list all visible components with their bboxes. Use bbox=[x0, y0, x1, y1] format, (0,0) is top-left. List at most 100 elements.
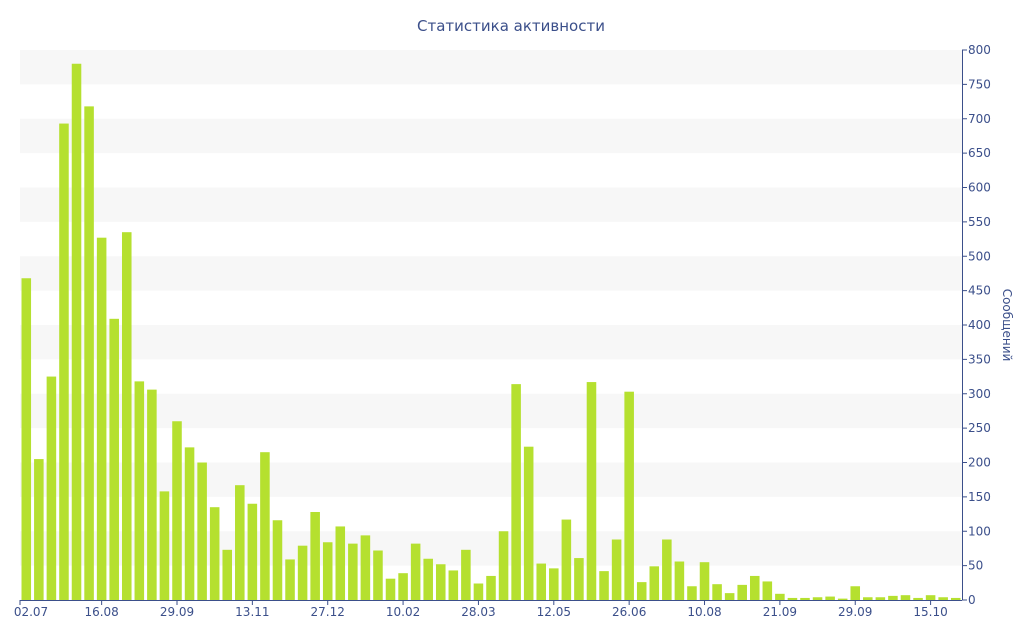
x-axis-ticks: 02.07 16.08 29.09 13.11 27.12 10.02 28.03 12.05… bbox=[14, 600, 948, 619]
bar bbox=[247, 503, 258, 600]
bar bbox=[687, 586, 697, 600]
bar bbox=[649, 566, 660, 600]
x-tick-label: 02.07 bbox=[14, 605, 48, 619]
bar bbox=[435, 564, 446, 600]
bar bbox=[410, 543, 421, 600]
x-tick-label: 16.08 bbox=[84, 605, 118, 619]
bar bbox=[812, 597, 823, 600]
bar bbox=[297, 545, 308, 600]
bar bbox=[59, 123, 69, 600]
bar bbox=[197, 462, 207, 600]
y-tick-label: 0 bbox=[968, 593, 976, 607]
grid-bands bbox=[20, 50, 962, 566]
bar bbox=[787, 597, 798, 600]
bar bbox=[121, 232, 132, 600]
y-tick-label: 250 bbox=[968, 421, 991, 435]
bar bbox=[863, 597, 873, 600]
bar bbox=[549, 568, 559, 600]
bar bbox=[624, 391, 634, 600]
bars bbox=[21, 63, 961, 600]
bar bbox=[398, 573, 408, 600]
y-tick-label: 150 bbox=[968, 490, 991, 504]
bar bbox=[775, 593, 785, 600]
bar bbox=[938, 597, 948, 600]
bar bbox=[21, 278, 32, 600]
bar bbox=[385, 578, 396, 600]
bar bbox=[574, 558, 584, 600]
y-tick-label: 550 bbox=[968, 215, 991, 229]
bar bbox=[272, 520, 283, 600]
y-tick-label: 750 bbox=[968, 77, 991, 91]
x-tick-label: 29.09 bbox=[160, 605, 194, 619]
bar bbox=[586, 382, 597, 600]
y-tick-label: 650 bbox=[968, 146, 991, 160]
y-axis-ticks: 0 50 100 150 200 250 300 350 400 450 500 550 600 650 7… bbox=[962, 43, 991, 607]
bar bbox=[134, 381, 145, 600]
x-tick-label: 10.02 bbox=[386, 605, 420, 619]
bar bbox=[285, 559, 295, 600]
x-tick-label: 13.11 bbox=[235, 605, 269, 619]
x-tick-label: 15.10 bbox=[913, 605, 947, 619]
x-tick-label: 28.03 bbox=[461, 605, 495, 619]
bar bbox=[322, 542, 333, 600]
grid-band bbox=[20, 187, 962, 222]
bar bbox=[599, 571, 609, 600]
grid-band bbox=[20, 256, 962, 291]
y-tick-label: 300 bbox=[968, 387, 991, 401]
bar bbox=[373, 550, 383, 600]
grid-band bbox=[20, 118, 962, 154]
grid-band bbox=[20, 325, 962, 360]
y-tick-label: 800 bbox=[968, 43, 991, 57]
bar bbox=[888, 595, 898, 600]
bar bbox=[310, 512, 320, 600]
bar bbox=[46, 376, 57, 600]
x-tick-label: 10.08 bbox=[687, 605, 721, 619]
bar bbox=[523, 446, 534, 600]
bar bbox=[536, 563, 547, 600]
bar bbox=[875, 597, 886, 600]
bar bbox=[96, 237, 107, 600]
bar bbox=[222, 549, 233, 600]
bar bbox=[674, 561, 685, 600]
bar bbox=[71, 63, 82, 600]
bar bbox=[184, 447, 195, 600]
y-axis-label: Сообщений bbox=[1000, 289, 1014, 362]
x-tick-label: 26.06 bbox=[612, 605, 646, 619]
y-tick-label: 50 bbox=[968, 559, 983, 573]
bar bbox=[800, 597, 810, 600]
bar bbox=[34, 459, 44, 600]
chart-title: Статистика активности bbox=[417, 17, 605, 35]
x-tick-label: 29.09 bbox=[838, 605, 872, 619]
bar bbox=[448, 570, 459, 600]
bar bbox=[461, 549, 471, 600]
bar bbox=[837, 598, 848, 600]
bar bbox=[260, 452, 270, 600]
bar bbox=[561, 519, 572, 600]
y-tick-label: 100 bbox=[968, 524, 991, 538]
bar bbox=[209, 507, 220, 600]
y-tick-label: 400 bbox=[968, 318, 991, 332]
grid-band bbox=[20, 50, 962, 85]
y-tick-label: 350 bbox=[968, 352, 991, 366]
bar bbox=[950, 597, 961, 600]
y-tick-label: 500 bbox=[968, 249, 991, 263]
x-tick-label: 21.09 bbox=[763, 605, 797, 619]
bar bbox=[737, 584, 747, 600]
bar bbox=[913, 597, 923, 600]
bar bbox=[473, 583, 484, 600]
bar bbox=[486, 575, 496, 600]
bar bbox=[925, 595, 936, 600]
bar bbox=[498, 531, 509, 600]
x-tick-label: 27.12 bbox=[311, 605, 345, 619]
bar bbox=[348, 543, 358, 600]
x-tick-label: 12.05 bbox=[537, 605, 571, 619]
bar bbox=[235, 485, 245, 600]
bar bbox=[423, 558, 433, 600]
y-tick-label: 600 bbox=[968, 181, 991, 195]
bar bbox=[109, 318, 119, 600]
bar bbox=[84, 106, 94, 600]
bar bbox=[749, 575, 760, 600]
y-tick-label: 450 bbox=[968, 284, 991, 298]
bar bbox=[636, 582, 647, 600]
